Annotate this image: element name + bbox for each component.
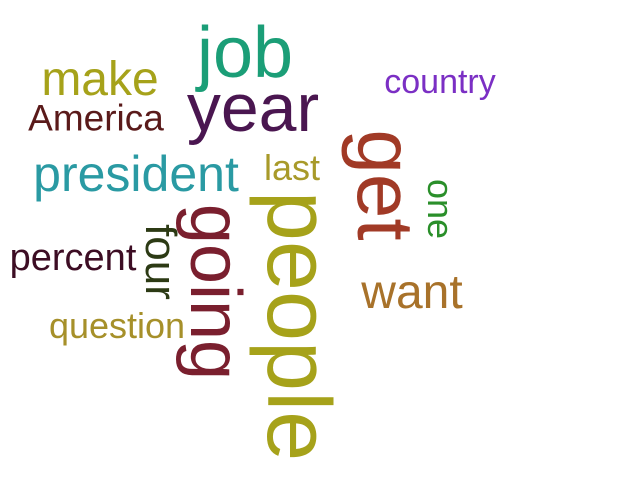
word-last: last (263, 147, 321, 188)
word-going: going (175, 203, 255, 381)
word-question: question (48, 305, 186, 346)
word-president: president (33, 146, 239, 202)
word-one: one (420, 178, 461, 240)
word-country: country (384, 63, 496, 101)
word-year: year (186, 70, 320, 146)
word-job: job (196, 13, 294, 93)
word-get: get (341, 129, 430, 241)
word-people: people (248, 190, 348, 462)
word-percent: percent (9, 237, 137, 279)
word-want: want (361, 266, 463, 319)
word-make: make (41, 53, 159, 106)
word-america: America (28, 97, 164, 139)
word-four: four (136, 224, 185, 300)
